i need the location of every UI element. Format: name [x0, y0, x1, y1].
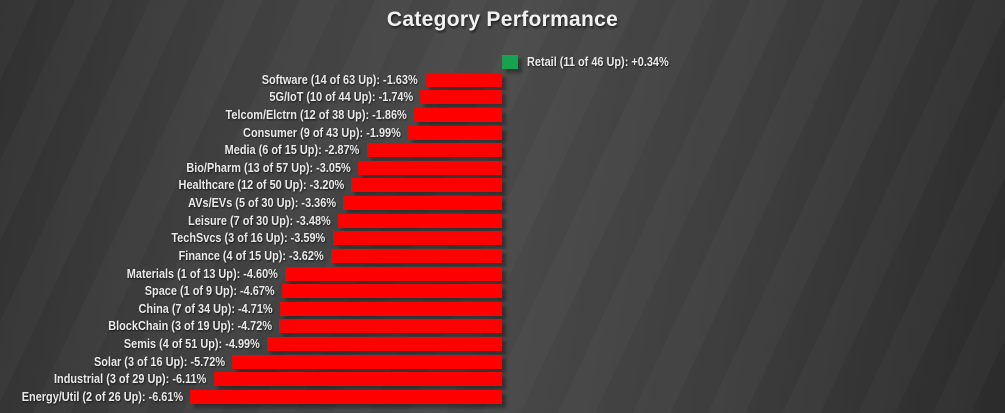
bar-label-semis: Semis (4 of 51 Up): -4.99%: [123, 336, 260, 351]
bar-retail: [502, 55, 518, 69]
bar-label-media: Media (6 of 15 Up): -2.87%: [224, 142, 360, 157]
bar-label-industrial: Industrial (3 of 29 Up): -6.11%: [54, 371, 207, 386]
bar-consumer: [408, 126, 502, 140]
bar-solar: [232, 355, 502, 369]
bar-label-techsvcs: TechSvcs (3 of 16 Up): -3.59%: [171, 230, 326, 245]
bar-techsvcs: [332, 231, 502, 245]
bar-materials: [284, 267, 502, 281]
bar-label-space: Space (1 of 9 Up): -4.67%: [144, 283, 275, 298]
bar-china: [279, 302, 502, 316]
bar-label-china: China (7 of 34 Up): -4.71%: [138, 301, 273, 316]
bar-label-5g-iot: 5G/IoT (10 of 44 Up): -1.74%: [269, 89, 413, 104]
bar-label-finance: Finance (4 of 15 Up): -3.62%: [179, 248, 325, 263]
bar-label-solar: Solar (3 of 16 Up): -5.72%: [93, 354, 225, 369]
bar-avs-evs: [343, 196, 502, 210]
bar-software: [425, 73, 502, 87]
bar-label-energy-util: Energy/Util (2 of 26 Up): -6.61%: [21, 389, 183, 404]
bar-semis: [266, 337, 502, 351]
bar-label-software: Software (14 of 63 Up): -1.63%: [262, 72, 419, 87]
bar-label-avs-evs: AVs/EVs (5 of 30 Up): -3.36%: [188, 195, 337, 210]
bar-finance: [331, 249, 502, 263]
bar-telcom-elctrn: [414, 108, 502, 122]
bar-energy-util: [190, 390, 502, 404]
bar-media: [366, 143, 502, 157]
chart-title: Category Performance: [386, 8, 619, 31]
bar-bio-pharm: [358, 161, 502, 175]
bar-label-blockchain: BlockChain (3 of 19 Up): -4.72%: [108, 318, 273, 333]
bar-label-materials: Materials (1 of 13 Up): -4.60%: [126, 266, 278, 281]
bar-leisure: [337, 214, 502, 228]
bar-label-consumer: Consumer (9 of 43 Up): -1.99%: [243, 125, 402, 140]
bar-industrial: [213, 372, 502, 386]
bar-space: [281, 284, 502, 298]
bar-label-healthcare: Healthcare (12 of 50 Up): -3.20%: [178, 177, 344, 192]
bar-label-telcom-elctrn: Telcom/Elctrn (12 of 38 Up): -1.86%: [225, 107, 408, 122]
bar-5g-iot: [419, 90, 502, 104]
bar-label-retail: Retail (11 of 46 Up): +0.34%: [527, 54, 669, 69]
bar-healthcare: [351, 178, 502, 192]
bar-blockchain: [279, 319, 502, 333]
bar-label-leisure: Leisure (7 of 30 Up): -3.48%: [188, 213, 331, 228]
bar-label-bio-pharm: Bio/Pharm (13 of 57 Up): -3.05%: [186, 160, 351, 175]
